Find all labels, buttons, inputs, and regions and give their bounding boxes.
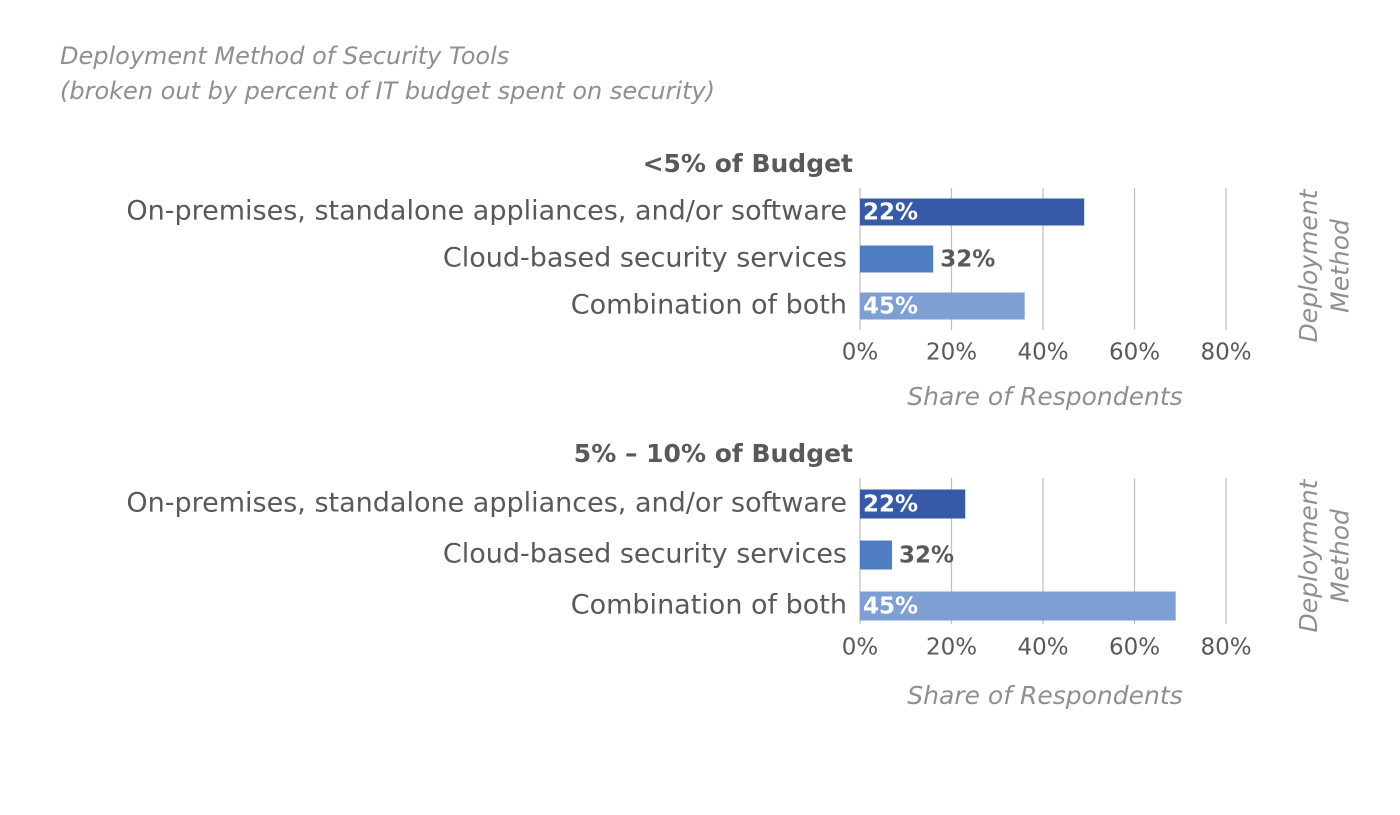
category-label: Cloud-based security services <box>443 243 847 274</box>
data-label: 22% <box>863 200 918 226</box>
category-label: On-premises, standalone appliances, and/… <box>126 196 847 227</box>
bar <box>860 489 966 519</box>
x-axis-label: Share of Respondents <box>907 681 1182 710</box>
data-label: 32% <box>940 247 995 273</box>
tick-label: 40% <box>1017 635 1068 661</box>
y-axis-label: DeploymentMethod <box>1294 478 1354 632</box>
tick-label: 0% <box>842 340 879 366</box>
data-label: 45% <box>863 594 918 620</box>
tick-label: 80% <box>1200 635 1251 661</box>
tick-label: 0% <box>842 635 879 661</box>
chart-title-line-2: (broken out by percent of IT budget spen… <box>60 77 716 105</box>
x-axis-label: Share of Respondents <box>907 382 1182 411</box>
category-label: Combination of both <box>571 290 847 321</box>
tick-label: 40% <box>1017 340 1068 366</box>
tick-label: 20% <box>926 635 977 661</box>
bar <box>860 245 934 273</box>
data-label: 45% <box>863 294 918 320</box>
tick-label: 60% <box>1109 635 1160 661</box>
bar <box>860 540 893 570</box>
bar <box>860 198 1085 226</box>
y-axis-label: DeploymentMethod <box>1294 188 1354 342</box>
bar <box>860 591 1176 621</box>
category-label: Cloud-based security services <box>443 539 847 570</box>
panel-title: 5% – 10% of Budget <box>574 439 853 468</box>
data-label: 32% <box>899 543 954 569</box>
tick-label: 60% <box>1109 340 1160 366</box>
chart-title-line-1: Deployment Method of Security Tools <box>60 42 510 70</box>
category-label: On-premises, standalone appliances, and/… <box>126 488 847 519</box>
category-label: Combination of both <box>571 590 847 621</box>
bar <box>860 292 1025 320</box>
data-label: 22% <box>863 492 918 518</box>
tick-label: 80% <box>1200 340 1251 366</box>
tick-label: 20% <box>926 340 977 366</box>
panel-title: <5% of Budget <box>643 149 853 178</box>
